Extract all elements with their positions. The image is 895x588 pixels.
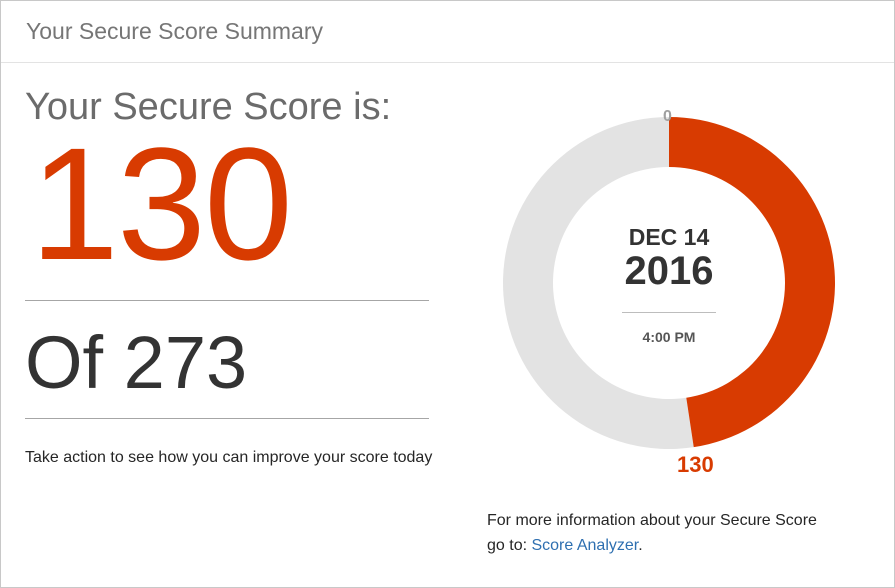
info-suffix: .: [638, 537, 643, 554]
center-year: 2016: [624, 249, 714, 293]
divider: [25, 418, 429, 419]
divider: [25, 300, 429, 301]
score-label: Your Secure Score is:: [25, 86, 392, 128]
score-value: 130: [30, 114, 293, 293]
center-time: 4:00 PM: [642, 329, 696, 345]
score-total: Of 273: [25, 321, 248, 404]
score-analyzer-link[interactable]: Score Analyzer: [531, 537, 639, 554]
donut-remaining-segment: [502, 117, 694, 449]
donut-center: DEC 14 2016 4:00 PM: [589, 224, 749, 345]
donut-min-label: 0: [663, 108, 672, 125]
info-line1: For more information about your Secure S…: [487, 512, 817, 529]
info-text: For more information about your Secure S…: [487, 508, 817, 558]
card-header: Your Secure Score Summary: [1, 1, 894, 63]
card-title: Your Secure Score Summary: [26, 18, 324, 44]
center-date: DEC 14: [628, 224, 710, 250]
donut-value-label: 130: [677, 452, 714, 477]
info-prefix: go to:: [487, 537, 532, 554]
score-donut-chart: [502, 117, 835, 449]
donut-score-segment: [669, 117, 835, 448]
center-divider: [622, 312, 716, 313]
action-text: Take action to see how you can improve y…: [25, 449, 433, 466]
